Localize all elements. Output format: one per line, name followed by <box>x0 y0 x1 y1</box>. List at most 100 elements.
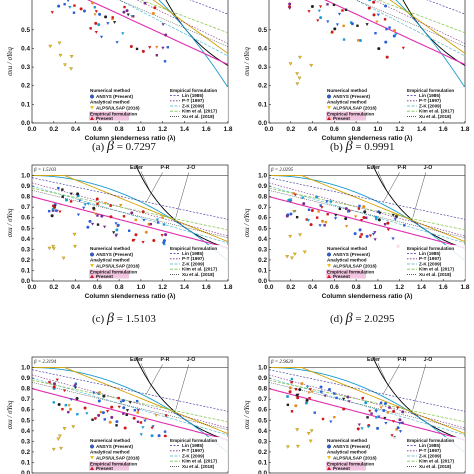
present-curve <box>269 388 465 441</box>
data-point <box>67 410 70 414</box>
data-point <box>163 243 166 247</box>
data-point <box>144 230 148 234</box>
data-point <box>358 38 362 42</box>
zk-curve <box>269 185 465 244</box>
data-point <box>342 397 346 401</box>
pt-curve <box>32 182 228 237</box>
panel-caption: (a) β = 0.7297 <box>92 139 156 154</box>
present-marker-icon <box>327 274 331 278</box>
data-point <box>297 76 302 80</box>
zk-curve <box>355 0 465 57</box>
euler-curve <box>165 0 228 66</box>
data-point <box>306 432 311 436</box>
data-point <box>122 10 126 14</box>
data-point <box>115 41 119 44</box>
x-tick-label: 1.4 <box>417 126 426 133</box>
data-point <box>52 382 56 386</box>
jo-pointer <box>175 172 189 218</box>
panel-caption: (d) β = 2.0295 <box>330 311 395 326</box>
x-axis-label: Column slenderness ratio (λ) <box>85 134 176 142</box>
legend-numerical-header: Numerical method <box>90 88 130 93</box>
data-point <box>403 224 406 227</box>
data-point <box>318 5 323 9</box>
xu-curve <box>118 0 228 47</box>
x-tick-label: 0.0 <box>28 126 37 133</box>
data-point <box>332 3 336 7</box>
data-point <box>357 207 361 210</box>
data-point <box>62 389 67 393</box>
data-point <box>301 196 304 199</box>
x-tick-label: 0.2 <box>286 284 295 291</box>
data-point <box>366 416 369 419</box>
data-point <box>346 395 350 399</box>
data-point <box>347 210 350 213</box>
ansys-marker-icon <box>327 444 331 449</box>
data-point <box>136 409 140 412</box>
data-point <box>294 387 298 391</box>
pr-label: P-R <box>160 165 169 171</box>
data-point <box>323 224 326 227</box>
pr-curve <box>32 175 228 243</box>
data-point <box>324 220 328 224</box>
zk-curve <box>118 0 228 57</box>
caption-letter: (d) <box>330 313 346 325</box>
legend-empirical-box: Empirical formulation <box>90 270 137 275</box>
data-point <box>335 23 340 27</box>
zk-curve <box>32 185 228 244</box>
legend-kim: Kim et al. (2017) <box>419 459 454 464</box>
data-point <box>364 401 368 405</box>
euler-pointer <box>140 363 150 383</box>
y-tick-label: 0.9 <box>258 183 267 190</box>
legend-present: Present <box>333 274 350 279</box>
data-point <box>365 234 369 238</box>
data-point <box>290 256 294 260</box>
data-point <box>308 439 313 443</box>
data-point <box>398 418 402 422</box>
data-point <box>366 425 370 429</box>
jo-label: J-O <box>424 357 433 363</box>
data-point <box>286 445 290 449</box>
data-point <box>64 198 68 202</box>
data-point <box>333 217 338 220</box>
data-point <box>59 446 63 451</box>
legend-kim: Kim et al. (2017) <box>182 459 217 464</box>
legend-present: Present <box>333 116 350 121</box>
y-tick-label: 0.4 <box>21 45 30 52</box>
legend-pt: P-T (1997) <box>419 98 441 103</box>
data-point <box>58 53 63 58</box>
present-marker-icon <box>90 466 94 470</box>
data-point <box>121 32 125 36</box>
data-point <box>51 244 56 249</box>
y-tick-label: 0.0 <box>21 278 30 285</box>
data-point <box>122 406 126 410</box>
x-tick-label: 0.0 <box>265 284 274 291</box>
data-point <box>344 207 348 211</box>
data-point <box>125 409 130 412</box>
data-point <box>333 27 337 31</box>
data-point <box>163 434 167 438</box>
x-tick-label: 0.2 <box>286 126 295 133</box>
data-point <box>288 7 292 10</box>
pt-curve <box>373 0 465 44</box>
data-point <box>119 204 123 207</box>
data-point <box>58 210 62 214</box>
data-point <box>91 1 95 5</box>
data-point <box>391 420 395 423</box>
legend-zk: Z-K (2009) <box>182 261 205 266</box>
data-point <box>391 213 395 217</box>
legend-kim: Kim et al. (2017) <box>182 267 217 272</box>
data-point <box>96 202 99 205</box>
data-point <box>329 200 333 203</box>
legend-zk: Z-K (2009) <box>182 453 205 458</box>
data-point <box>68 407 72 411</box>
y-tick-label: 0.6 <box>21 215 30 222</box>
y-tick-label: 0.2 <box>258 449 267 456</box>
data-point <box>319 16 323 20</box>
y-tick-label: 0.5 <box>21 417 30 424</box>
legend-lin: Lin (1985) <box>419 251 441 256</box>
data-point <box>122 215 126 218</box>
y-axis-label: σxu / σYeq <box>6 208 14 237</box>
data-point <box>317 210 320 213</box>
xu-curve <box>355 0 465 47</box>
jo-curve <box>269 175 465 262</box>
